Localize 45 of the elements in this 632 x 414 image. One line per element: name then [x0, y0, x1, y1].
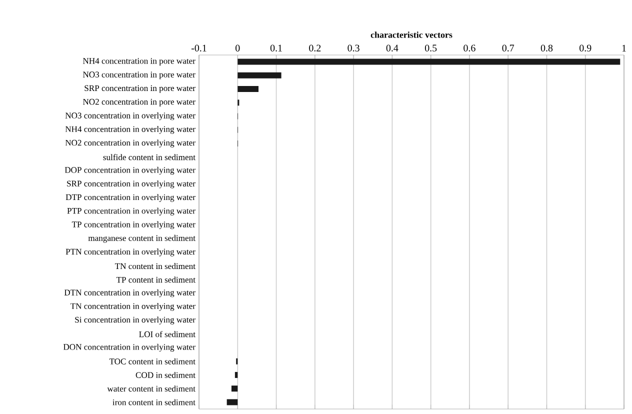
- x-tick-label: 0.9: [580, 44, 592, 52]
- x-tick-label: 0.8: [540, 44, 553, 52]
- y-tick-label: NH4 concentration in pore water: [82, 58, 196, 66]
- x-tick-label: 0.5: [424, 44, 437, 52]
- x-tick-label: 0.4: [386, 44, 398, 52]
- bar: [238, 72, 282, 78]
- x-tick-label: 0.2: [309, 44, 321, 52]
- y-tick-label: NO2 concentration in overlying water: [65, 140, 196, 148]
- y-tick-label: NH4 concentration in overlying water: [65, 126, 196, 134]
- y-tick-label: iron content in sediment: [112, 399, 196, 406]
- y-tick-label: sulfide content in sediment: [103, 154, 196, 160]
- x-tick-label: 0: [236, 44, 240, 52]
- y-tick-label: PTN concentration in overlying water: [66, 248, 196, 256]
- y-tick-label: SRP concentration in pore water: [84, 85, 196, 93]
- y-tick-label: DTP concentration in overlying water: [66, 194, 196, 202]
- y-tick-label: NO2 concentration in pore water: [82, 98, 196, 106]
- x-tick-label: 1: [622, 44, 626, 52]
- y-tick-label: NO3 concentration in pore water: [82, 72, 196, 80]
- y-tick-label: PTP concentration in overlying water: [67, 208, 196, 216]
- x-tick-label: 0.6: [464, 44, 476, 52]
- y-tick-label: water content in sediment: [107, 386, 196, 392]
- bar: [226, 399, 238, 406]
- y-tick-label: NO3 concentration in overlying water: [65, 112, 196, 120]
- bar: [238, 86, 259, 92]
- y-tick-label: manganese content in sediment: [88, 234, 196, 243]
- x-axis-title: characteristic vectors: [370, 32, 452, 38]
- x-tick-label: -0.1: [191, 44, 206, 52]
- y-tick-label: TP concentration in overlying water: [72, 221, 196, 230]
- x-tick-label: 0.7: [502, 44, 514, 52]
- y-tick-label: COD in sediment: [136, 372, 196, 378]
- y-tick-label: DOP concentration in overlying water: [64, 166, 196, 175]
- y-tick-label: DON concentration in overlying water: [63, 344, 196, 352]
- x-tick-label: 0.3: [348, 44, 360, 52]
- y-tick-label: TN content in sediment: [114, 263, 196, 270]
- bar: [234, 372, 238, 378]
- y-tick-label: TP content in sediment: [116, 276, 196, 283]
- bar: [231, 386, 238, 392]
- y-tick-label: Si concentration in overlying water: [75, 316, 196, 324]
- y-tick-label: DTN concentration in overlying water: [64, 289, 196, 298]
- y-tick-label: SRP concentration in overlying water: [67, 180, 196, 188]
- y-tick-label: TOC content in sediment: [109, 358, 196, 364]
- y-tick-label: TN concentration in overlying water: [70, 303, 196, 311]
- x-tick-label: 0.1: [270, 44, 282, 52]
- y-tick-label: LOI of sediment: [139, 331, 196, 338]
- bar: [238, 58, 620, 65]
